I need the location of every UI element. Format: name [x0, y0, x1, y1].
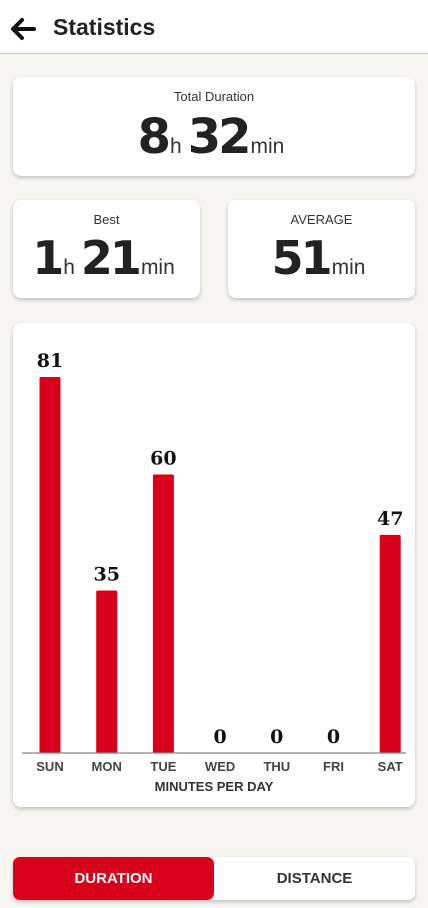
total-duration-label: Total Duration: [173, 89, 255, 104]
bar-chart-svg: 81 SUN 35 MON 60 TUE 0 WED 0 THU 0 FRI 47 SAT: [22, 350, 406, 774]
best-hours-unit: h: [63, 256, 75, 279]
bar-sun: [39, 377, 61, 753]
value-label-mon: 35: [93, 564, 119, 586]
metric-toggle: DURATION DISTANCE: [13, 857, 415, 900]
value-label-sat: 47: [377, 508, 403, 530]
duration-tab[interactable]: DURATION: [13, 857, 214, 900]
average-minutes-unit: min: [331, 256, 366, 279]
tick-label-thu: THU: [263, 759, 290, 774]
best-minutes: 21: [80, 231, 142, 285]
value-label-fri: 0: [327, 726, 340, 748]
tick-label-mon: MON: [92, 759, 122, 774]
app-header: Statistics: [0, 0, 428, 54]
total-hours-unit: h: [170, 135, 182, 158]
tick-label-sat: SAT: [378, 759, 403, 774]
bar-tue: [152, 474, 174, 753]
best-label: Best: [93, 212, 120, 227]
value-label-tue: 60: [150, 447, 176, 469]
average-label: AVERAGE: [290, 212, 353, 227]
value-label-thu: 0: [270, 726, 283, 748]
tick-label-sun: SUN: [36, 759, 63, 774]
value-label-sun: 81: [37, 350, 63, 372]
average-card: AVERAGE 51min: [228, 200, 415, 298]
total-duration-value: 8h 32min: [13, 109, 415, 165]
average-minutes: 51: [271, 231, 333, 285]
tick-label-tue: TUE: [150, 759, 176, 774]
best-card: Best 1h 21min: [13, 200, 200, 298]
arrow-left-icon[interactable]: [10, 16, 36, 42]
bar-mon: [96, 590, 118, 753]
tick-label-fri: FRI: [323, 759, 344, 774]
value-label-wed: 0: [213, 726, 226, 748]
minutes-per-day-chart: 81 SUN 35 MON 60 TUE 0 WED 0 THU 0 FRI 47 SAT MINUTES…: [13, 323, 415, 807]
page-title: Statistics: [53, 14, 156, 40]
best-value: 1h 21min: [13, 231, 200, 285]
best-minutes-unit: min: [140, 256, 175, 279]
x-axis-title: MINUTES PER DAY: [154, 779, 274, 794]
average-value: 51min: [228, 231, 415, 285]
tick-label-wed: WED: [205, 759, 235, 774]
total-hours: 8: [137, 109, 171, 165]
distance-tab[interactable]: DISTANCE: [276, 870, 353, 887]
total-minutes: 32: [187, 109, 252, 165]
bar-sat: [379, 534, 401, 753]
best-hours: 1: [32, 231, 64, 285]
total-minutes-unit: min: [250, 135, 285, 158]
total-duration-card: Total Duration 8h 32min: [13, 77, 415, 176]
